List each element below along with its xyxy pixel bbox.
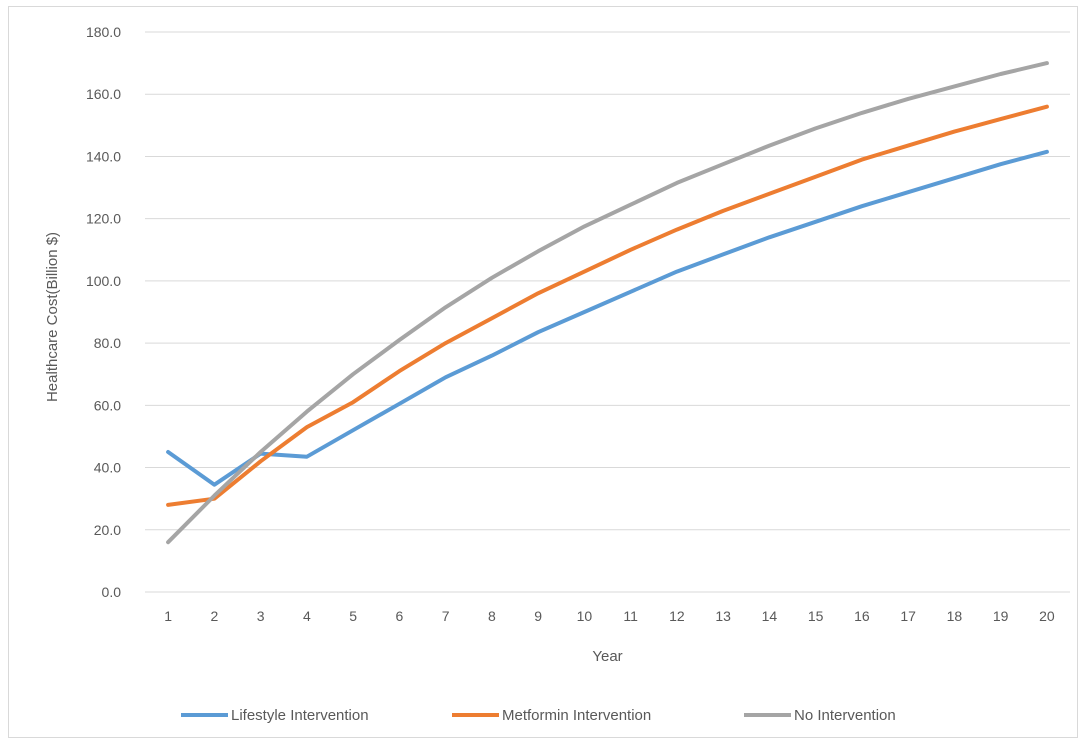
- x-tick-label: 2: [210, 608, 218, 624]
- x-tick-label: 20: [1039, 608, 1055, 624]
- chart-frame: [8, 6, 1078, 738]
- legend-label: No Intervention: [794, 707, 896, 724]
- y-axis-ticks: 0.0 20.0 40.0 60.0 80.0 100.0 120.0 140.0 160.0 1…: [86, 24, 121, 600]
- x-tick-label: 12: [669, 608, 685, 624]
- x-tick-label: 7: [442, 608, 450, 624]
- y-tick-label: 120.0: [86, 211, 121, 227]
- x-tick-label: 9: [534, 608, 542, 624]
- x-tick-label: 16: [854, 608, 870, 624]
- x-tick-label: 14: [762, 608, 778, 624]
- y-tick-label: 140.0: [86, 148, 121, 164]
- y-tick-label: 160.0: [86, 86, 121, 102]
- legend-label: Lifestyle Intervention: [231, 707, 369, 724]
- x-tick-label: 18: [947, 608, 963, 624]
- legend-item: Lifestyle Intervention: [181, 707, 369, 724]
- x-tick-label: 11: [623, 608, 638, 624]
- legend: Lifestyle Intervention Metformin Interven…: [181, 707, 896, 724]
- y-tick-label: 40.0: [94, 460, 121, 476]
- x-tick-label: 15: [808, 608, 824, 624]
- y-tick-label: 80.0: [94, 335, 121, 351]
- y-axis-title: Healthcare Cost(Billion $): [44, 232, 61, 402]
- legend-label: Metformin Intervention: [502, 707, 651, 724]
- x-tick-label: 3: [257, 608, 265, 624]
- x-tick-label: 5: [349, 608, 357, 624]
- y-tick-label: 0.0: [102, 584, 122, 600]
- series-line-metformin-intervention: [166, 104, 1049, 507]
- y-tick-label: 180.0: [86, 24, 121, 40]
- legend-item: Metformin Intervention: [452, 707, 651, 724]
- x-tick-label: 19: [993, 608, 1009, 624]
- x-tick-label: 17: [900, 608, 916, 624]
- x-tick-label: 4: [303, 608, 311, 624]
- gridlines: [145, 31, 1070, 593]
- x-axis-title: Year: [592, 648, 622, 665]
- series-line-lifestyle-intervention: [166, 149, 1049, 487]
- x-tick-label: 6: [395, 608, 403, 624]
- series-line-no-intervention: [166, 61, 1049, 545]
- y-tick-label: 60.0: [94, 397, 121, 413]
- legend-item: No Intervention: [744, 707, 896, 724]
- x-axis-ticks: 1 2 3 4 5 6 7 8 9 10 11 12 13 14 15 16 17 18 19 20: [164, 608, 1055, 624]
- x-tick-label: 13: [715, 608, 731, 624]
- y-tick-label: 20.0: [94, 522, 121, 538]
- x-tick-label: 8: [488, 608, 496, 624]
- series-lines: [166, 61, 1049, 545]
- y-tick-label: 100.0: [86, 273, 121, 289]
- x-tick-label: 1: [164, 608, 172, 624]
- x-tick-label: 10: [577, 608, 593, 624]
